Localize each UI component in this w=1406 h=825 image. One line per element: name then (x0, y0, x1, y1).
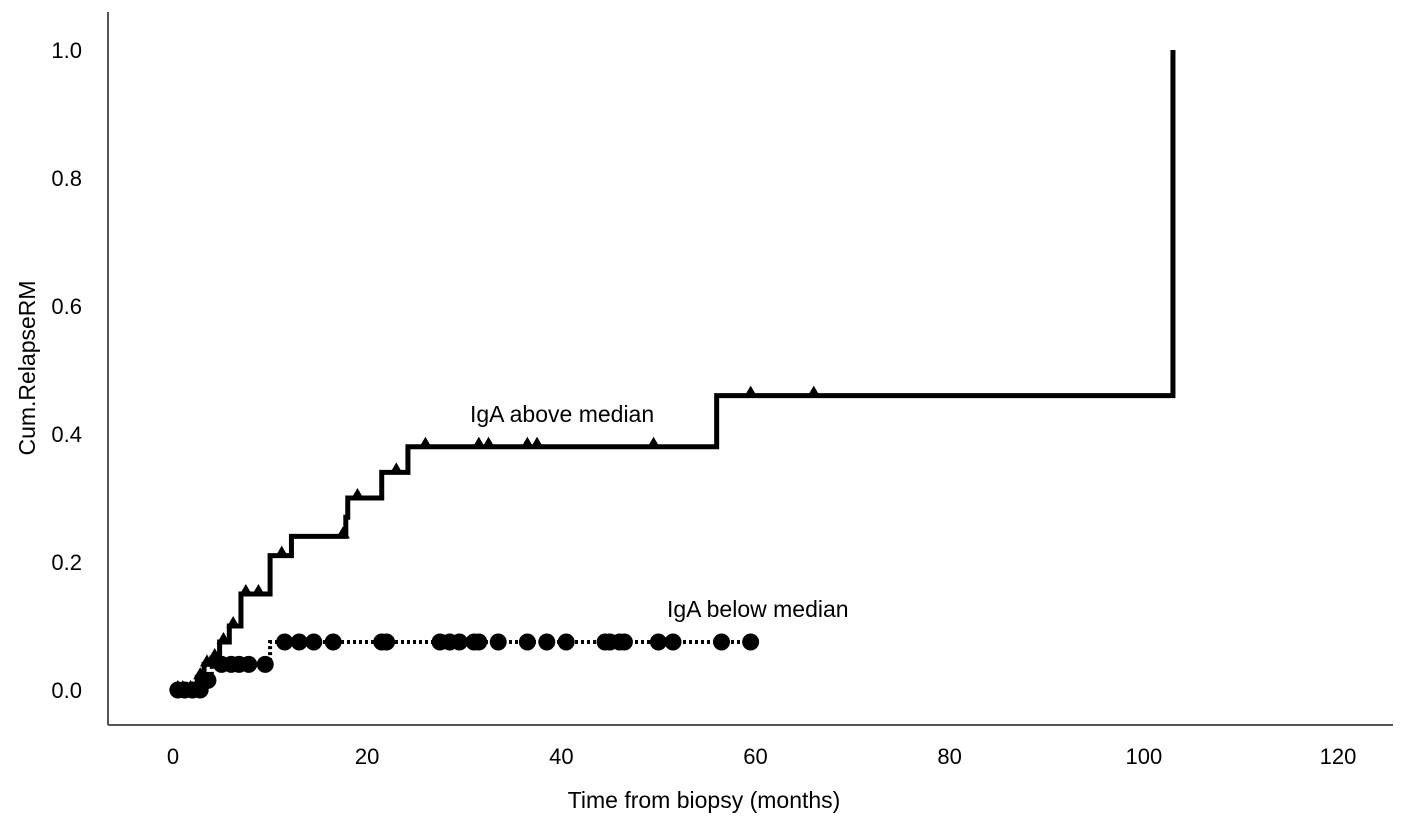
censor-marker-circle (378, 633, 396, 651)
censor-marker-circle (518, 633, 536, 651)
censor-marker-triangle (251, 584, 266, 596)
y-tick-label: 1.0 (51, 38, 82, 63)
x-tick-label: 120 (1320, 744, 1357, 769)
censor-marker-triangle (238, 584, 253, 596)
series-line-iga-above-median (173, 50, 1176, 693)
censor-marker-circle (305, 633, 323, 651)
censor-marker-circle (324, 633, 342, 651)
censor-marker-circle (256, 655, 274, 673)
y-axis-title: Cum.RelapseRM (14, 280, 40, 455)
censor-marker-triangle (199, 654, 214, 667)
x-tick-labels: 0 20 40 60 80 100 120 (167, 744, 1356, 769)
y-tick-label: 0.2 (51, 550, 82, 575)
censor-marker-triangle (530, 436, 545, 449)
censor-marker-triangle (350, 488, 365, 500)
x-tick-label: 40 (549, 744, 573, 769)
censor-marker-triangle (274, 545, 289, 558)
censor-marker-circle (290, 633, 308, 651)
censor-marker-triangle (646, 436, 661, 449)
censor-marker-triangle (743, 385, 758, 398)
censor-marker-circle (664, 633, 682, 651)
censor-marker-triangle (418, 436, 433, 449)
annotation-iga-above-median: IgA above median (470, 401, 654, 427)
censor-marker-triangle (335, 526, 350, 539)
y-tick-label: 0.0 (51, 678, 82, 703)
y-tick-label: 0.8 (51, 166, 82, 191)
y-tick-labels: 0.0 0.2 0.4 0.6 0.8 1.0 (51, 38, 82, 703)
censor-marker-circle (557, 633, 575, 651)
censor-marker-circle (199, 671, 217, 689)
censor-marker-triangle (481, 436, 496, 449)
censor-marker-circle (615, 633, 633, 651)
x-axis-title: Time from biopsy (months) (568, 787, 841, 813)
x-tick-label: 80 (937, 744, 961, 769)
censor-marker-circle (489, 633, 507, 651)
censor-marker-circle (240, 655, 258, 673)
y-tick-label: 0.6 (51, 294, 82, 319)
annotation-iga-below-median: IgA below median (667, 596, 849, 622)
censor-marker-circle (470, 633, 488, 651)
censor-marker-triangle (806, 385, 821, 398)
series-layer (169, 50, 1176, 699)
censor-marker-triangle (216, 632, 231, 644)
series-iga-below-median (169, 633, 760, 699)
censor-marker-circle (649, 633, 667, 651)
censor-marker-circle (450, 633, 468, 651)
censor-marker-triangle (389, 462, 404, 475)
censor-marker-triangle (226, 616, 241, 628)
y-tick-label: 0.4 (51, 422, 82, 447)
x-tick-label: 20 (355, 744, 379, 769)
axes (107, 12, 1393, 726)
x-tick-label: 60 (743, 744, 767, 769)
censor-marker-circle (276, 633, 294, 651)
x-tick-label: 0 (167, 744, 179, 769)
censor-marker-triangle (520, 436, 535, 449)
x-tick-label: 100 (1125, 744, 1162, 769)
censor-marker-circle (742, 633, 760, 651)
censor-marker-triangle (471, 436, 486, 449)
censor-marker-circle (713, 633, 731, 651)
censor-marker-circle (538, 633, 556, 651)
